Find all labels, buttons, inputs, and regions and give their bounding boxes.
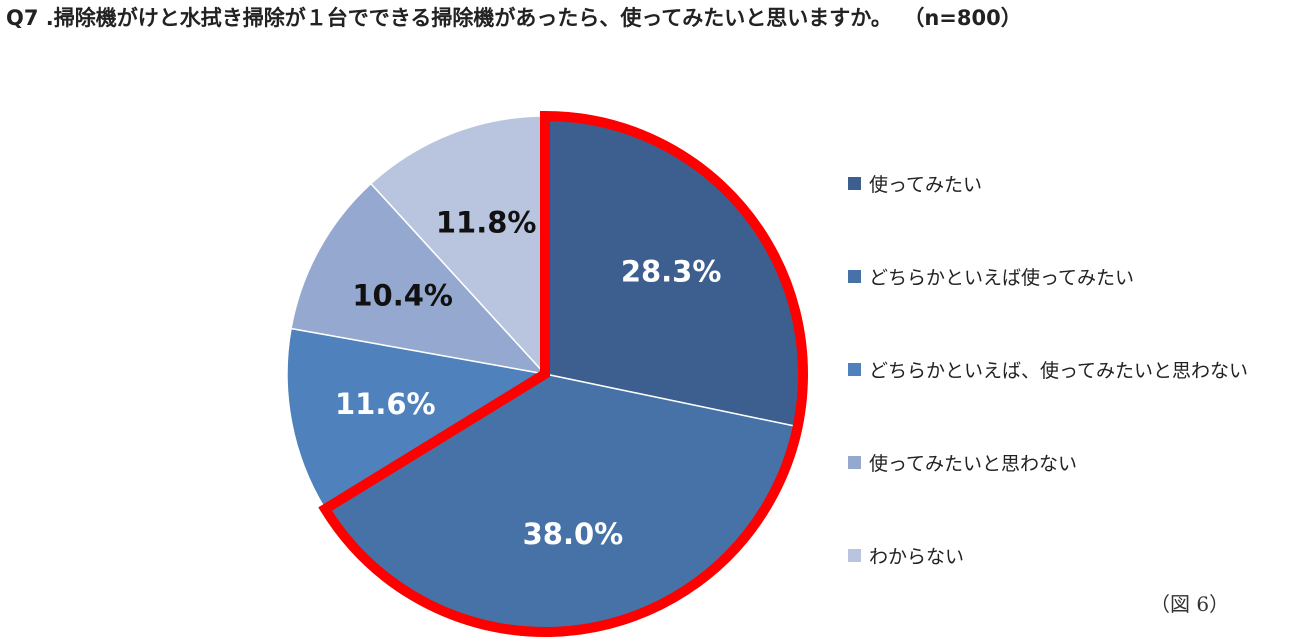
- legend-swatch: [848, 177, 861, 190]
- legend-label: 使ってみたいと思わない: [869, 453, 1078, 475]
- legend-item-1: 使ってみたい: [848, 170, 982, 197]
- legend-label: どちらかといえば使ってみたい: [869, 267, 1135, 289]
- pie-slice-3: [286, 327, 548, 511]
- data-label-4: 10.4%: [352, 279, 453, 313]
- legend-item-4: 使ってみたいと思わない: [848, 449, 1077, 476]
- legend-label: どちらかといえば、使ってみたいと思わない: [869, 360, 1249, 382]
- data-label-2: 38.0%: [523, 517, 624, 551]
- legend-item-2: どちらかといえば使ってみたい: [848, 263, 1134, 290]
- sample-size: （n=800）: [913, 6, 1022, 30]
- legend-swatch: [848, 456, 861, 469]
- pie-slice-4: [290, 182, 548, 376]
- legend-label: 使ってみたい: [869, 174, 983, 196]
- highlight-outline: [318, 110, 808, 637]
- question-text: Q7 .掃除機がけと水拭き掃除が１台でできる掃除機があったら、使ってみたいと思い…: [6, 6, 892, 30]
- figure-number: （図 6）: [1150, 592, 1230, 616]
- pie-slice-5: [369, 115, 546, 376]
- data-label-3: 11.6%: [335, 387, 436, 421]
- legend-swatch: [848, 270, 861, 283]
- legend-item-5: わからない: [848, 542, 964, 569]
- data-label-1: 28.3%: [621, 254, 722, 288]
- legend-label: わからない: [869, 546, 965, 568]
- chart-title: Q7 .掃除機がけと水拭き掃除が１台でできる掃除機があったら、使ってみたいと思い…: [6, 2, 1022, 32]
- legend-item-3: どちらかといえば、使ってみたいと思わない: [848, 356, 1248, 383]
- legend-swatch: [848, 549, 861, 562]
- data-label-5: 11.8%: [436, 205, 537, 239]
- legend-swatch: [848, 363, 861, 376]
